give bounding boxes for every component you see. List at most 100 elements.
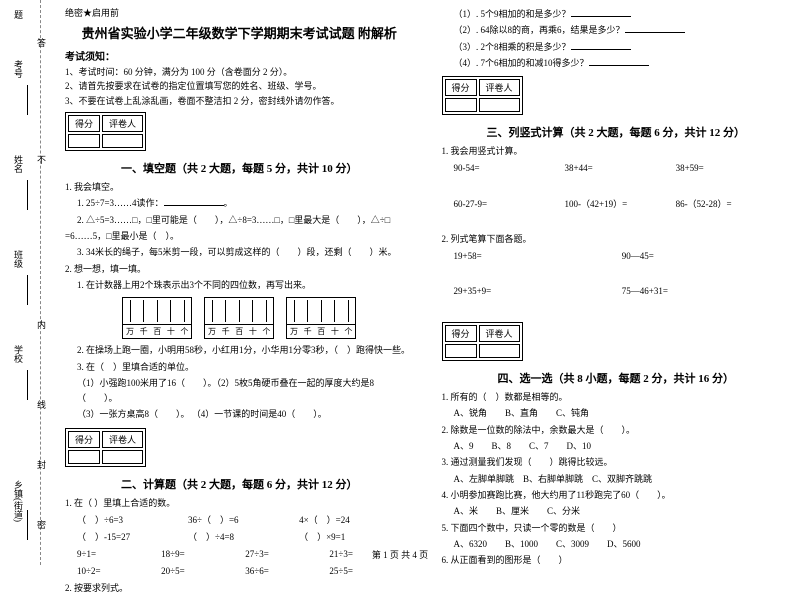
side-label: 乡镇(街道) bbox=[12, 480, 25, 522]
side-line bbox=[27, 180, 28, 210]
side-label: 学校 bbox=[12, 345, 25, 363]
question-line: （3）. 2个8相乘的积是多少？ bbox=[442, 40, 791, 55]
calc-item: 38+59= bbox=[676, 160, 787, 177]
instruction-item: 1、考试时间：60 分钟，满分为 100 分（含卷面分 2 分）。 bbox=[65, 65, 414, 79]
blank bbox=[571, 49, 631, 50]
binding-margin: 题 考号 姓名 班级 学校 乡镇(街道) 答 不 内 线 封 密 bbox=[2, 0, 52, 565]
score-box: 得分评卷人 bbox=[442, 322, 523, 361]
calc-item: 36÷6= bbox=[245, 563, 329, 580]
calc-item: （ ）÷6=3 bbox=[77, 512, 188, 529]
seal-mark: 内 bbox=[35, 320, 48, 329]
mc-question: 2. 除数是一位数的除法中，余数最大是（ ）。 bbox=[442, 423, 791, 438]
instruction-item: 3、不要在试卷上乱涂乱画，卷面不整洁扣 2 分，密封线外请勿作答。 bbox=[65, 94, 414, 108]
side-label: 题 bbox=[12, 10, 25, 19]
question-line: （1）. 5个9相加的和是多少？ bbox=[442, 7, 791, 22]
calc-row: 29+35+9= 75—46+31= bbox=[442, 283, 791, 300]
calc-item: 29+35+9= bbox=[454, 283, 622, 300]
question-line: （1）小强跑100米用了16（ ）。（2）5枚5角硬币叠在一起的厚度大约是8（ … bbox=[65, 376, 414, 407]
question-head: 2. 列式笔算下面各题。 bbox=[442, 232, 791, 247]
calc-item: （ ）÷4=8 bbox=[188, 529, 299, 546]
question-head: 2. 想一想，填一填。 bbox=[65, 262, 414, 277]
side-line bbox=[27, 275, 28, 305]
calc-item: 36÷（ ）=6 bbox=[188, 512, 299, 529]
question-line: 2. 在操场上跑一圈，小明用58秒，小红用1分，小华用1分零3秒，（ ）跑得快一… bbox=[65, 343, 414, 358]
part-title: 四、选一选（共 8 小题，每题 2 分，共计 16 分） bbox=[442, 370, 791, 386]
abacus-row: 万千百十个 万千百十个 万千百十个 bbox=[65, 297, 414, 339]
calc-item: 19+58= bbox=[454, 248, 622, 265]
question-line: =6……5，□里最小是（ ）。 bbox=[65, 229, 414, 244]
abacus: 万千百十个 bbox=[122, 297, 192, 339]
question-line: （2）. 64除以8的商，再乘6，结果是多少？ bbox=[442, 23, 791, 38]
abacus: 万千百十个 bbox=[286, 297, 356, 339]
part-title: 一、填空题（共 2 大题，每题 5 分，共计 10 分） bbox=[65, 160, 414, 176]
side-line bbox=[27, 370, 28, 400]
calc-item: 86-（52-28）= bbox=[676, 196, 787, 213]
calc-item: 60-27-9= bbox=[454, 196, 565, 213]
question-head: 1. 我会用竖式计算。 bbox=[442, 144, 791, 159]
mc-question: 5. 下面四个数中，只读一个零的数是（ ） bbox=[442, 521, 791, 536]
part-title: 二、计算题（共 2 大题，每题 6 分，共计 12 分） bbox=[65, 476, 414, 492]
seal-mark: 不 bbox=[35, 155, 48, 164]
notice-head: 考试须知： bbox=[65, 48, 414, 63]
page-footer: 第 1 页 共 4 页 bbox=[0, 548, 800, 561]
text: （2）. 64除以8的商，再乘6，结果是多少？ bbox=[454, 25, 625, 35]
left-column: 绝密★启用前 贵州省实验小学二年级数学下学期期末考试试题 附解析 考试须知： 1… bbox=[65, 6, 414, 598]
question-line: 2. △÷5=3……□，□里可能是（ ），△÷8=3……□，□里最大是（ ），△… bbox=[65, 213, 414, 228]
score-box: 得分评卷人 bbox=[65, 428, 146, 467]
mc-question: 3. 通过测量我们发现（ ）跳得比较远。 bbox=[442, 455, 791, 470]
calc-row: 19+58= 90—45= bbox=[442, 248, 791, 265]
score-box: 得分评卷人 bbox=[442, 76, 523, 115]
calc-item: 75—46+31= bbox=[622, 283, 790, 300]
question-line: （4）. 7个6相加的和减10得多少？ bbox=[442, 56, 791, 71]
calc-row: 90-54= 38+44= 38+59= bbox=[442, 160, 791, 177]
calc-item: 25÷5= bbox=[329, 563, 413, 580]
calc-row: 60-27-9= 100-（42+19）= 86-（52-28）= bbox=[442, 196, 791, 213]
text: （1）. 5个9相加的和是多少？ bbox=[454, 9, 571, 19]
side-label: 姓名 bbox=[12, 155, 25, 173]
abacus: 万千百十个 bbox=[204, 297, 274, 339]
calc-item: 38+44= bbox=[565, 160, 676, 177]
instructions: 1、考试时间：60 分钟，满分为 100 分（含卷面分 2 分）。 2、请首先按… bbox=[65, 65, 414, 108]
grader-label: 评卷人 bbox=[102, 115, 143, 132]
calc-item: 4×（ ）=24 bbox=[299, 512, 410, 529]
text: 1. 25÷7=3……4读作： bbox=[77, 198, 164, 208]
part-title: 三、列竖式计算（共 2 大题，每题 6 分，共计 12 分） bbox=[442, 124, 791, 140]
blank bbox=[571, 16, 631, 17]
exam-title: 贵州省实验小学二年级数学下学期期末考试试题 附解析 bbox=[65, 23, 414, 42]
mc-options: A、米 B、厘米 C、分米 bbox=[442, 504, 791, 519]
blank bbox=[589, 65, 649, 66]
question-head: 2. 按要求列式。 bbox=[65, 581, 414, 596]
calc-item: 20÷5= bbox=[161, 563, 245, 580]
side-label: 考号 bbox=[12, 60, 25, 78]
text: （3）. 2个8相乘的积是多少？ bbox=[454, 42, 571, 52]
mc-question: 1. 所有的（ ）数都是相等的。 bbox=[442, 390, 791, 405]
blank bbox=[625, 32, 685, 33]
mc-options: A、9 B、8 C、7 D、10 bbox=[442, 439, 791, 454]
calc-item: 10÷2= bbox=[77, 563, 161, 580]
question-head: 1. 在（ ）里填上合适的数。 bbox=[65, 496, 414, 511]
calc-item: 90—45= bbox=[622, 248, 790, 265]
seal-mark: 线 bbox=[35, 400, 48, 409]
question-line: 3. 34米长的绳子，每5米剪一段，可以剪成这样的（ ）段，还剩（ ）米。 bbox=[65, 245, 414, 260]
seal-mark: 答 bbox=[35, 38, 48, 47]
score-box: 得分评卷人 bbox=[65, 112, 146, 151]
secret-mark: 绝密★启用前 bbox=[65, 6, 414, 19]
seal-mark: 封 bbox=[35, 460, 48, 469]
dashed-line bbox=[40, 0, 41, 565]
question-line: 3. 在（ ）里填合适的单位。 bbox=[65, 360, 414, 375]
text: （4）. 7个6相加的和减10得多少？ bbox=[454, 58, 589, 68]
calc-row: （ ）÷6=3 36÷（ ）=6 4×（ ）=24 （ ）-15=27 （ ）÷… bbox=[65, 512, 414, 546]
mc-options: A、锐角 B、直角 C、钝角 bbox=[442, 406, 791, 421]
calc-item: （ ）×9=1 bbox=[299, 529, 410, 546]
question-head: 1. 我会填空。 bbox=[65, 180, 414, 195]
question-line: 1. 25÷7=3……4读作：。 bbox=[65, 196, 414, 211]
calc-item: 90-54= bbox=[454, 160, 565, 177]
seal-mark: 密 bbox=[35, 520, 48, 529]
side-line bbox=[27, 510, 28, 540]
score-label: 得分 bbox=[68, 115, 100, 132]
mc-options: A、左脚单脚跳 B、右脚单脚跳 C、双脚齐跳跳 bbox=[442, 472, 791, 487]
question-line: （3）一张方桌高8（ ）。 （4）一节课的时间是40（ ）。 bbox=[65, 407, 414, 422]
calc-item: （ ）-15=27 bbox=[77, 529, 188, 546]
page-content: 绝密★启用前 贵州省实验小学二年级数学下学期期末考试试题 附解析 考试须知： 1… bbox=[65, 6, 790, 598]
side-label: 班级 bbox=[12, 250, 25, 268]
